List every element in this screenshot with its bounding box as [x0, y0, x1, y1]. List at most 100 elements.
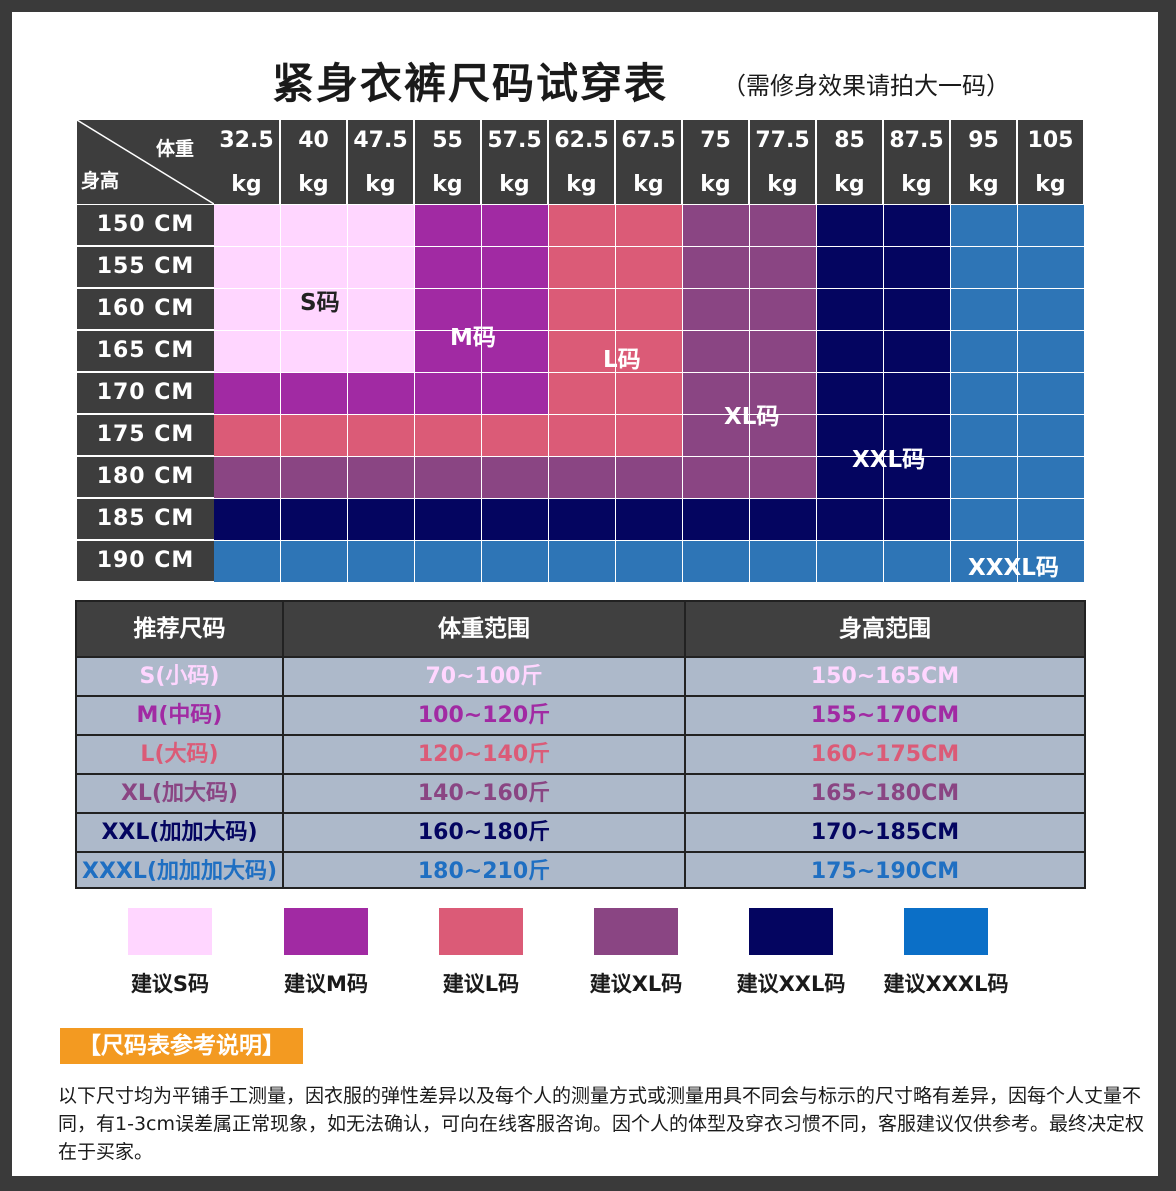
zone-label-s: S码 — [300, 290, 340, 316]
size-cell-xxl — [616, 499, 683, 541]
legend-swatch — [904, 908, 988, 955]
size-cell-xxxl — [1018, 415, 1085, 457]
size-cell-xxl — [348, 499, 415, 541]
table-header-height: 身高范围 — [686, 602, 1084, 656]
size-cell-xxl — [817, 499, 884, 541]
size-cell-xl — [683, 205, 750, 247]
size-cell-xl — [750, 373, 817, 415]
table-header-size: 推荐尺码 — [77, 602, 282, 656]
size-cell-l — [482, 415, 549, 457]
size-cell-m — [482, 331, 549, 373]
size-cell-m — [214, 373, 281, 415]
height-header: 180 CM — [77, 457, 214, 497]
corner-height-label: 身高 — [81, 170, 120, 192]
size-cell-l — [281, 415, 348, 457]
height-header: 190 CM — [77, 541, 214, 581]
size-cell-m — [482, 373, 549, 415]
table-cell-size: XXXL(加加加大码) — [81, 859, 277, 884]
size-cell-s — [281, 289, 348, 331]
size-cell-xl — [482, 457, 549, 499]
legend-swatch — [439, 908, 523, 955]
size-cell-xxl — [281, 499, 348, 541]
page-subtitle: （需修身效果请拍大一码） — [722, 72, 1010, 100]
size-cell-xxl — [817, 373, 884, 415]
weight-header: 77.5 kg — [750, 120, 815, 204]
size-cell-l — [549, 415, 616, 457]
size-cell-xl — [549, 457, 616, 499]
table-cell-height: 170~185CM — [810, 820, 960, 845]
weight-unit: kg — [298, 172, 329, 197]
height-header: 170 CM — [77, 373, 214, 413]
size-cell-xxl — [549, 499, 616, 541]
zone-label-l: L码 — [603, 347, 641, 373]
size-cell-xxl — [817, 457, 884, 499]
weight-unit: kg — [968, 172, 999, 197]
legend-swatch — [284, 908, 368, 955]
size-cell-s — [214, 331, 281, 373]
table-row-divider — [77, 656, 1084, 658]
size-cell-l — [348, 415, 415, 457]
table-cell-height: 160~175CM — [810, 742, 960, 767]
corner-weight-label: 体重 — [155, 138, 194, 160]
grid-corner-header: 体重 身高 — [77, 120, 214, 204]
size-cell-xxxl — [214, 541, 281, 583]
weight-value: 55 — [432, 128, 463, 153]
table-divider — [684, 602, 686, 887]
size-cell-s — [214, 205, 281, 247]
size-cell-xxl — [884, 499, 951, 541]
size-cell-xxxl — [281, 541, 348, 583]
table-cell-size: S(小码) — [139, 664, 220, 689]
size-cell-xl — [683, 373, 750, 415]
size-cell-xxxl — [415, 541, 482, 583]
size-cell-xxxl — [884, 541, 951, 583]
height-header: 155 CM — [77, 247, 214, 287]
weight-header: 62.5 kg — [549, 120, 614, 204]
weight-value: 77.5 — [755, 128, 810, 153]
table-cell-weight: 70~100斤 — [425, 664, 543, 689]
size-cell-xxxl — [549, 541, 616, 583]
table-row-divider — [77, 695, 1084, 697]
size-cell-xxxl — [683, 541, 750, 583]
legend-label: 建议M码 — [284, 972, 368, 996]
height-header: 175 CM — [77, 415, 214, 455]
size-cell-xxxl — [1018, 205, 1085, 247]
weight-header: 95 kg — [951, 120, 1016, 204]
note-text: 以下尺寸均为平铺手工测量，因衣服的弹性差异以及每个人的测量方式或测量用具不同会与… — [58, 1085, 1144, 1163]
weight-value: 67.5 — [621, 128, 676, 153]
size-cell-l — [549, 373, 616, 415]
table-cell-size: XL(加大码) — [120, 781, 239, 806]
weight-value: 105 — [1027, 128, 1074, 153]
table-cell-height: 155~170CM — [810, 703, 960, 728]
size-recommendation-table: 推荐尺码 体重范围 身高范围 S(小码) 70~100斤 150~165CM M(中码… — [75, 600, 1086, 889]
table-cell-height: 165~180CM — [810, 781, 960, 806]
size-cell-s — [348, 247, 415, 289]
size-cell-xl — [683, 289, 750, 331]
size-cell-xxxl — [951, 415, 1018, 457]
weight-unit: kg — [1035, 172, 1066, 197]
size-cell-xl — [348, 457, 415, 499]
size-cell-m — [482, 247, 549, 289]
height-header: 150 CM — [77, 205, 214, 245]
size-cell-l — [549, 247, 616, 289]
weight-value: 62.5 — [554, 128, 609, 153]
table-row-divider — [77, 851, 1084, 853]
size-cell-xxl — [817, 415, 884, 457]
size-cell-xl — [214, 457, 281, 499]
legend-label: 建议XL码 — [589, 972, 683, 996]
size-cell-xxl — [817, 247, 884, 289]
table-cell-weight: 140~160斤 — [417, 781, 551, 806]
size-cell-xxl — [884, 457, 951, 499]
table-row-divider — [77, 812, 1084, 814]
table-cell-size: M(中码) — [136, 703, 223, 728]
legend-label: 建议L码 — [442, 972, 520, 996]
size-cell-m — [482, 205, 549, 247]
size-cell-xxxl — [482, 541, 549, 583]
weight-unit: kg — [767, 172, 798, 197]
size-cell-xxl — [482, 499, 549, 541]
size-cell-l — [616, 247, 683, 289]
size-cell-xl — [750, 415, 817, 457]
size-cell-xl — [750, 247, 817, 289]
size-cell-l — [616, 331, 683, 373]
size-cell-m — [281, 373, 348, 415]
legend-label: 建议XXXL码 — [883, 972, 1009, 996]
